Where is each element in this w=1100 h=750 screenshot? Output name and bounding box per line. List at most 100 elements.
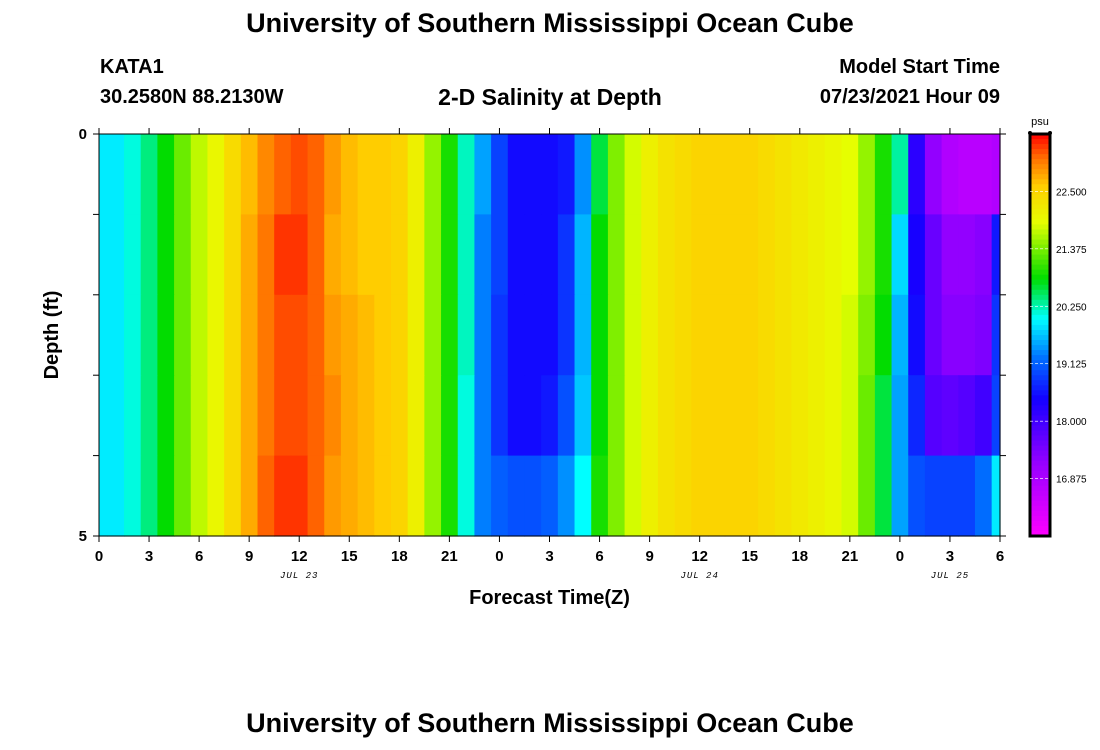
heatmap-cell xyxy=(491,455,509,537)
colorbar-segment xyxy=(1030,174,1050,180)
heatmap-cell xyxy=(257,214,275,296)
heatmap-cell xyxy=(574,214,592,296)
x-tick-label: 6 xyxy=(195,548,203,565)
heatmap-cell xyxy=(157,134,175,215)
heatmap-cell xyxy=(808,214,826,296)
heatmap-cell xyxy=(457,134,476,215)
heatmap-cell xyxy=(908,455,926,537)
heatmap-cell xyxy=(207,375,225,457)
colorbar-segment xyxy=(1030,425,1050,432)
heatmap-cell xyxy=(290,455,309,537)
heatmap-cell xyxy=(491,375,509,457)
colorbar-segment xyxy=(1030,149,1050,155)
heatmap-cell xyxy=(591,455,609,537)
colorbar-segment xyxy=(1030,329,1050,336)
heatmap-cell xyxy=(574,294,592,376)
heatmap-cell xyxy=(824,375,843,457)
heatmap-cell xyxy=(891,294,909,376)
heatmap-cell xyxy=(374,134,392,215)
heatmap-cell xyxy=(324,375,342,457)
heatmap-cell xyxy=(541,214,559,296)
colorbar-segment xyxy=(1030,134,1050,140)
heatmap-cell xyxy=(991,214,1001,296)
heatmap-cell xyxy=(124,294,142,376)
colorbar-segment xyxy=(1030,435,1050,442)
heatmap-cell xyxy=(724,455,742,537)
heatmap-cell xyxy=(791,134,809,215)
heatmap-cell xyxy=(190,455,209,537)
x-tick-label: 18 xyxy=(391,548,408,565)
x-tick-label: 6 xyxy=(595,548,603,565)
heatmap-cell xyxy=(140,214,158,296)
colorbar-segment xyxy=(1030,405,1050,411)
heatmap-cell xyxy=(991,375,1001,457)
heatmap-cell xyxy=(557,134,576,215)
heatmap-cell xyxy=(791,294,809,376)
colorbar-segment xyxy=(1030,269,1050,276)
heatmap-cell xyxy=(958,294,976,376)
colorbar-segment xyxy=(1030,154,1050,160)
heatmap-cell xyxy=(874,214,893,296)
heatmap-cell xyxy=(641,214,659,296)
heatmap-cell xyxy=(808,375,826,457)
heatmap-cell xyxy=(691,294,709,376)
colorbar-segment xyxy=(1030,490,1050,497)
heatmap-cell xyxy=(390,294,409,376)
heatmap-cell xyxy=(591,134,609,215)
heatmap-cell xyxy=(324,214,342,296)
heatmap-cell xyxy=(190,134,209,215)
heatmap-cell xyxy=(157,214,175,296)
heatmap-cell xyxy=(107,375,125,457)
colorbar-segment xyxy=(1030,510,1050,517)
heatmap-cell xyxy=(708,455,726,537)
heatmap-cell xyxy=(641,375,659,457)
heatmap-cell xyxy=(891,134,909,215)
heatmap-cell xyxy=(758,375,776,457)
heatmap-cell xyxy=(941,134,959,215)
colorbar-segment xyxy=(1030,284,1050,291)
heatmap-cell xyxy=(607,375,626,457)
y-tick-label: 5 xyxy=(79,528,87,545)
colorbar-segment xyxy=(1030,299,1050,306)
heatmap-cell xyxy=(774,134,793,215)
heatmap-cell xyxy=(324,455,342,537)
colorbar-segment xyxy=(1030,345,1050,351)
heatmap-cell xyxy=(507,455,526,537)
heatmap-cell xyxy=(174,375,192,457)
colorbar-segment xyxy=(1030,440,1050,447)
heatmap-cell xyxy=(741,134,759,215)
colorbar-tick-label: 16.875 xyxy=(1056,475,1087,486)
heatmap-cell xyxy=(307,134,325,215)
heatmap-cell xyxy=(924,214,943,296)
colorbar-segment xyxy=(1030,144,1050,150)
colorbar-segment xyxy=(1030,445,1050,452)
colorbar-segment xyxy=(1030,239,1050,246)
colorbar-segment xyxy=(1030,199,1050,205)
heatmap-cell xyxy=(874,294,893,376)
heatmap-cell xyxy=(457,214,476,296)
heatmap-cell xyxy=(758,455,776,537)
heatmap-cell xyxy=(774,214,793,296)
heatmap-cell xyxy=(607,455,626,537)
colorbar-segment xyxy=(1030,224,1050,231)
heatmap-cell xyxy=(958,375,976,457)
heatmap-cell xyxy=(190,294,209,376)
heatmap-cell xyxy=(958,214,976,296)
heatmap-cell xyxy=(124,375,142,457)
colorbar-segment xyxy=(1030,505,1050,512)
heatmap-cell xyxy=(741,375,759,457)
heatmap-cell xyxy=(657,455,676,537)
colorbar-segment xyxy=(1030,470,1050,477)
colorbar-segment xyxy=(1030,169,1050,175)
heatmap-cell xyxy=(324,294,342,376)
date-label: JUL 25 xyxy=(931,571,969,581)
heatmap-cell xyxy=(708,375,726,457)
heatmap-cell xyxy=(574,134,592,215)
heatmap-cell xyxy=(324,134,342,215)
colorbar-segment xyxy=(1030,410,1050,417)
heatmap-cell xyxy=(941,455,959,537)
chart-subtitle: 2-D Salinity at Depth xyxy=(438,84,662,110)
heatmap-cell xyxy=(224,294,242,376)
colorbar-segment xyxy=(1030,385,1050,391)
colorbar-segment xyxy=(1030,465,1050,472)
